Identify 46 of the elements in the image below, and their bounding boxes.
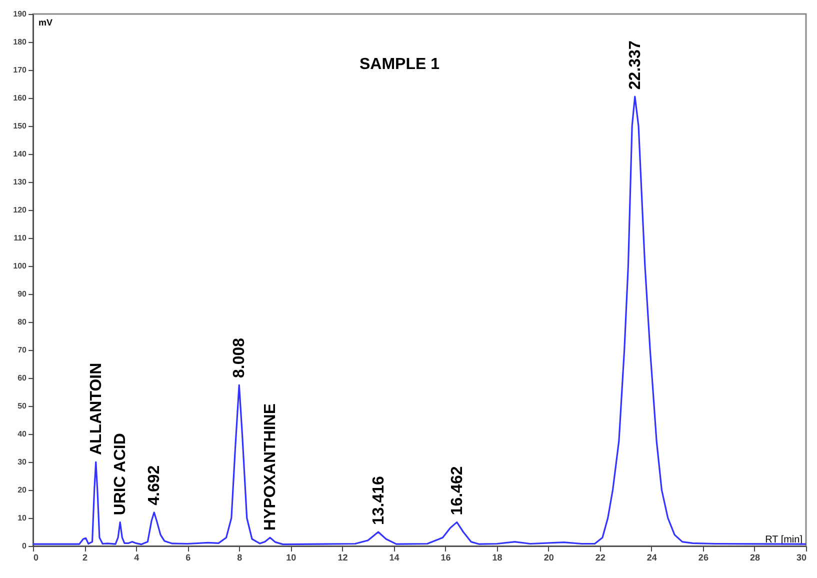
- y-tick-label: 20: [18, 486, 28, 494]
- annotation: 22.337: [626, 40, 644, 90]
- y-tick-label: 0: [22, 542, 28, 550]
- annotation: URIC ACID: [112, 433, 130, 516]
- x-tick-label: 0: [34, 552, 39, 562]
- x-tick-label: 12: [338, 552, 348, 562]
- annotation: 8.008: [231, 338, 248, 378]
- y-tick-label: 180: [13, 38, 28, 46]
- y-tick-label: 110: [14, 234, 28, 242]
- y-tick-label: 170: [13, 66, 28, 74]
- y-tick-label: 190: [13, 10, 28, 18]
- x-tick-label: 24: [646, 552, 657, 562]
- x-tick-label: 14: [389, 552, 400, 562]
- y-tick-label: 80: [18, 318, 28, 326]
- x-tick-label: 4: [134, 552, 140, 562]
- y-tick-label: 90: [18, 290, 28, 298]
- annotation: HYPOXANTHINE: [262, 403, 280, 531]
- y-tick-label: 40: [18, 430, 28, 438]
- x-tick-label: 22: [595, 552, 606, 562]
- y-tick-label: 70: [18, 346, 28, 354]
- x-tick-label: 6: [186, 552, 191, 562]
- x-tick-label: 8: [237, 552, 242, 562]
- y-tick-label: 120: [13, 206, 28, 214]
- y-axis-title: mV: [38, 18, 53, 28]
- y-tick-label: 130: [13, 178, 28, 186]
- x-tick-label: 16: [440, 552, 451, 562]
- y-tick-label: 10: [18, 514, 28, 522]
- y-tick-label: 50: [18, 402, 28, 410]
- x-tick-label: 28: [750, 552, 760, 562]
- annotation: ALLANTOIN: [88, 362, 105, 455]
- x-tick-label: 2: [82, 552, 88, 562]
- x-tick-label: 18: [492, 552, 502, 562]
- annotation: 4.692: [146, 465, 164, 506]
- x-tick-label: 20: [544, 552, 554, 562]
- x-tick-label: 30: [796, 552, 806, 562]
- y-tick-label: 140: [13, 150, 28, 158]
- y-tick-label: 60: [18, 374, 28, 382]
- y-tick-label: 30: [18, 458, 28, 466]
- x-tick-label: 10: [286, 552, 296, 562]
- annotation: 16.462: [448, 466, 466, 516]
- x-tick-label: 26: [698, 552, 708, 562]
- y-tick-label: 150: [13, 122, 28, 130]
- y-tick-label: 160: [13, 94, 28, 102]
- annotation: 13.416: [370, 476, 388, 525]
- y-tick-label: 100: [13, 262, 28, 270]
- text: SAMPLE 1: [359, 56, 440, 73]
